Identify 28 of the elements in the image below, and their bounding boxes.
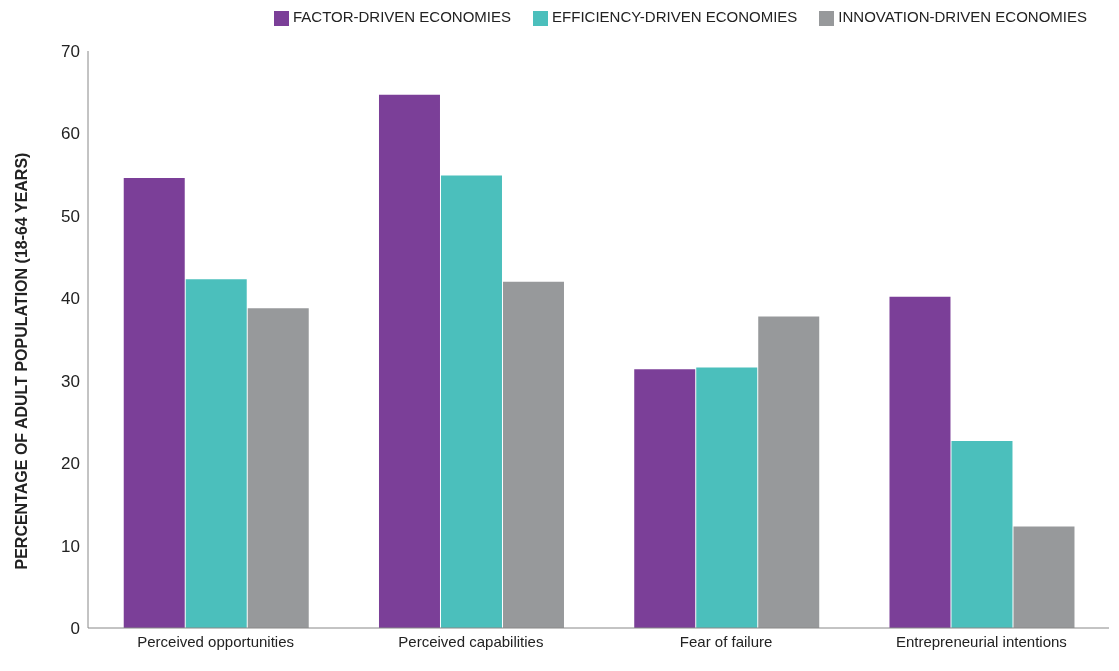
- y-axis-title: PERCENTAGE OF ADULT POPULATION (18-64 YEARS): [12, 152, 30, 570]
- y-tick-label: 10: [61, 536, 80, 556]
- y-tick-label: 60: [61, 124, 80, 144]
- bar: [951, 440, 1013, 628]
- x-tick-label: Fear of failure: [679, 632, 773, 650]
- bar: [758, 316, 820, 628]
- bar: [247, 308, 309, 628]
- legend-label: FACTOR-DRIVEN ECONOMIES: [292, 8, 512, 25]
- y-tick-label: 0: [70, 619, 80, 639]
- bar: [185, 279, 247, 628]
- y-tick-label: 50: [61, 206, 80, 226]
- bar: [502, 281, 564, 628]
- x-tick-label: Perceived capabilities: [398, 632, 544, 650]
- bar: [123, 177, 185, 628]
- y-tick-label: 70: [61, 42, 80, 62]
- legend-label: INNOVATION-DRIVEN ECONOMIES: [838, 8, 1087, 25]
- x-tick-label: Entrepreneurial intentions: [895, 632, 1067, 650]
- y-tick-label: 40: [61, 289, 80, 309]
- y-tick-label: 20: [61, 454, 80, 474]
- y-tick-label: 30: [61, 371, 80, 391]
- legend-label: EFFICIENCY-DRIVEN ECONOMIES: [552, 8, 798, 25]
- x-tick-label: Perceived opportunities: [137, 632, 295, 650]
- bar: [889, 296, 951, 628]
- bar: [1013, 526, 1075, 628]
- bar: [696, 367, 758, 628]
- bar: [378, 94, 440, 628]
- bar: [634, 369, 696, 628]
- bar: [440, 175, 502, 628]
